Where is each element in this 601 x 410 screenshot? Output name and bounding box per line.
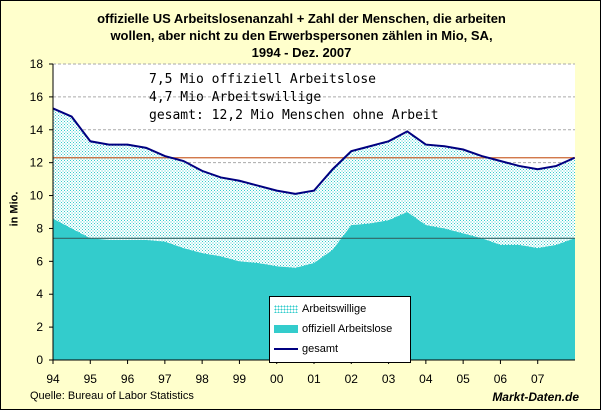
legend-label: Arbeitswillige xyxy=(302,303,367,315)
legend: Arbeitswillige offiziell Arbeitslose ges… xyxy=(269,296,411,363)
legend-swatch xyxy=(274,325,298,333)
annotation-line: 7,5 Mio offiziell Arbeitslose xyxy=(149,72,376,87)
area-offiziell-arbeitslose xyxy=(53,212,575,360)
y-tick-label: 18 xyxy=(30,57,44,71)
x-tick-label: 98 xyxy=(195,372,209,386)
x-tick-label: 03 xyxy=(382,372,396,386)
chart-title: offizielle US Arbeitslosenanzahl + Zahl … xyxy=(1,10,600,61)
x-tick-label: 97 xyxy=(158,372,172,386)
x-tick-label: 07 xyxy=(531,372,545,386)
legend-label: gesamt xyxy=(302,343,339,355)
legend-item-gesamt: gesamt xyxy=(274,340,338,358)
x-tick-label: 02 xyxy=(345,372,359,386)
x-tick-label: 05 xyxy=(456,372,470,386)
legend-swatch xyxy=(274,348,298,350)
y-tick-label: 0 xyxy=(36,353,43,367)
title-line-1: offizielle US Arbeitslosenanzahl + Zahl … xyxy=(97,11,506,26)
x-tick-label: 04 xyxy=(419,372,433,386)
y-tick-label: 16 xyxy=(30,90,44,104)
legend-item-arbeitswillige: Arbeitswillige xyxy=(274,300,366,318)
title-line-3: 1994 - Dez. 2007 xyxy=(251,45,352,60)
y-tick-label: 10 xyxy=(30,189,44,203)
annotation: 7,5 Mio offiziell Arbeitslose 4,7 Mio Ar… xyxy=(149,71,439,125)
y-tick-label: 2 xyxy=(36,320,43,334)
y-tick-label: 4 xyxy=(36,287,43,301)
x-tick-label: 94 xyxy=(46,372,60,386)
annotation-line: 4,7 Mio Arbeitswillige xyxy=(149,90,322,105)
source-note: Quelle: Bureau of Labor Statistics xyxy=(30,390,194,402)
x-tick-label: 00 xyxy=(270,372,284,386)
legend-swatch xyxy=(274,305,298,313)
y-tick-label: 12 xyxy=(30,156,44,170)
y-tick-label: 6 xyxy=(36,254,43,268)
title-line-2: wollen, aber nicht zu den Erwerbspersone… xyxy=(110,28,493,43)
x-tick-label: 99 xyxy=(233,372,247,386)
legend-item-offiziell: offiziell Arbeitslose xyxy=(274,320,392,338)
x-tick-label: 95 xyxy=(84,372,98,386)
y-axis-label: in Mio. xyxy=(8,191,21,227)
x-tick-label: 06 xyxy=(494,372,508,386)
legend-label: offiziell Arbeitslose xyxy=(302,323,393,335)
x-tick-label: 96 xyxy=(121,372,135,386)
y-tick-label: 14 xyxy=(30,123,44,137)
y-tick-label: 8 xyxy=(36,221,43,235)
brand-label: Markt-Daten.de xyxy=(492,390,579,404)
line-gesamt xyxy=(52,107,576,195)
annotation-line: gesamt: 12,2 Mio Menschen ohne Arbeit xyxy=(149,108,439,123)
x-tick-label: 01 xyxy=(307,372,321,386)
